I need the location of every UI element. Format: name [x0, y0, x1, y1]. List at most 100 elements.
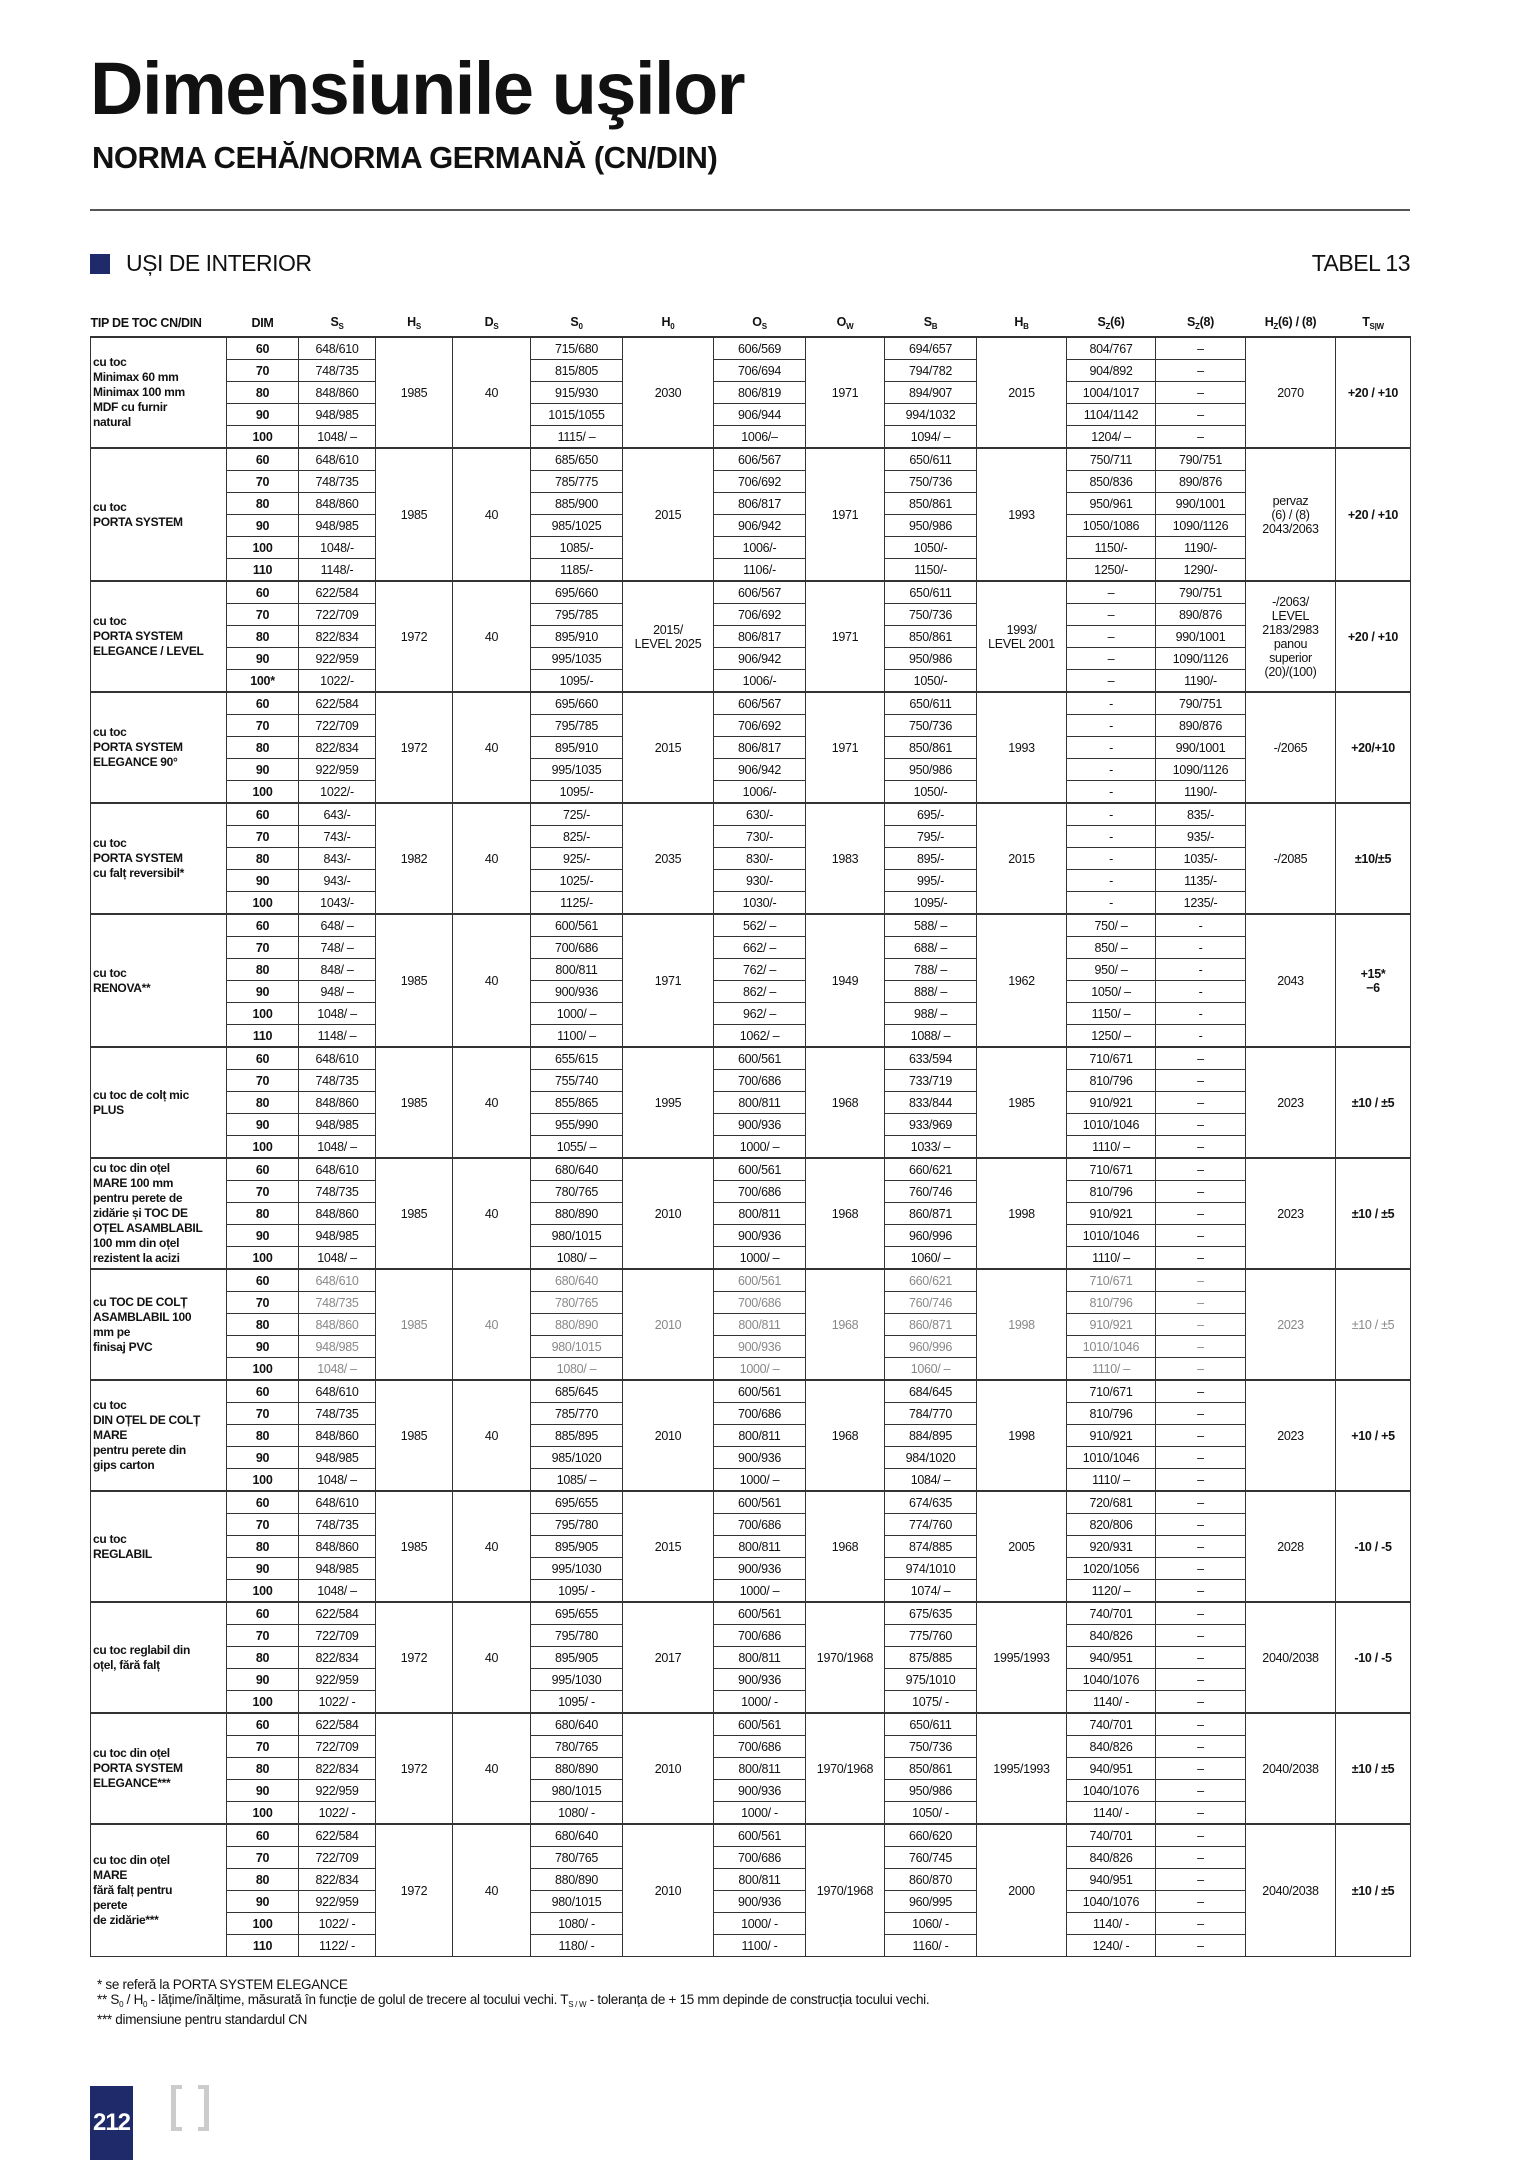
column-header-suffix: (6) — [1110, 315, 1125, 329]
table-row: cu toc Minimax 60 mm Minimax 100 mm MDF … — [90, 336, 1411, 449]
ss-cell: 643/- — [298, 802, 376, 826]
s0-cell: 995/1030 — [530, 1668, 623, 1691]
ss-cell: 922/959 — [298, 758, 376, 781]
s0-cell: 895/910 — [530, 736, 623, 759]
sz6-cell: 1110/ – — [1066, 1357, 1156, 1381]
hs-cell: 1972 — [375, 1712, 453, 1825]
column-header-label: TIP DE TOC CN/DIN — [90, 316, 202, 330]
sb-cell: 1060/ – — [884, 1246, 977, 1270]
os-cell: 606/567 — [713, 447, 806, 471]
dim-cell: 80 — [226, 492, 299, 515]
ow-cell: 1968 — [805, 1379, 885, 1492]
hb-cell: 1998 — [976, 1268, 1067, 1381]
s0-cell: 1095/ - — [530, 1579, 623, 1603]
ss-cell: 822/834 — [298, 625, 376, 648]
sz8-cell: - — [1155, 958, 1246, 981]
frame-type-cell: cu toc PORTA SYSTEM — [90, 447, 227, 582]
sb-cell: 933/969 — [884, 1113, 977, 1136]
page-number: 212 — [90, 2086, 133, 2160]
sz8-cell: 1090/1126 — [1155, 758, 1246, 781]
tsw-cell: ±10 / ±5 — [1335, 1046, 1411, 1159]
table-row: 70 743/- 825/- 730/- 795/- -935/- — [91, 825, 1411, 848]
dim-cell: 80 — [226, 958, 299, 981]
table-row: 90 948/ – 900/936 862/ – 888/ – 1050/ – - — [91, 980, 1411, 1003]
h0-cell: 2015 — [622, 691, 714, 804]
s0-cell: 695/660 — [530, 691, 623, 715]
sb-cell: 860/871 — [884, 1313, 977, 1336]
hs-cell: 1972 — [375, 691, 453, 804]
column-header-label: O — [836, 315, 847, 329]
sz6-cell: 850/836 — [1066, 470, 1156, 493]
s0-cell: 1025/- — [530, 869, 623, 892]
h0-cell: 2015 — [622, 447, 714, 582]
ss-cell: 922/959 — [298, 1890, 376, 1913]
sb-cell: 1160/ - — [884, 1934, 977, 1957]
s0-cell: 980/1015 — [530, 1224, 623, 1247]
ow-cell: 1968 — [805, 1268, 885, 1381]
ss-cell: 1148/- — [298, 558, 376, 582]
sb-cell: 750/736 — [884, 1735, 977, 1758]
sb-cell: 1075/ - — [884, 1690, 977, 1714]
s0-cell: 800/811 — [530, 958, 623, 981]
os-cell: 730/- — [713, 825, 806, 848]
os-cell: 700/686 — [713, 1180, 806, 1203]
sb-cell: 694/657 — [884, 336, 977, 360]
os-cell: 800/811 — [713, 1535, 806, 1558]
s0-cell: 685/650 — [530, 447, 623, 471]
frame-type-cell: cu toc PORTA SYSTEM ELEGANCE / LEVEL — [90, 580, 227, 693]
sz6-cell: - — [1066, 802, 1156, 826]
page-subtitle: NORMA CEHĂ/NORMA GERMANĂ (CN/DIN) — [92, 140, 718, 175]
sz8-cell: – — [1155, 381, 1246, 404]
s0-cell: 780/765 — [530, 1180, 623, 1203]
os-cell: 900/936 — [713, 1557, 806, 1580]
table-row: 100 1048/ – 1000/ – 962/ – 988/ – 1150/ – - — [91, 1002, 1411, 1025]
os-cell: 606/567 — [713, 691, 806, 715]
table-row: 90 922/959 995/1035 906/942 950/986 -1090/112… — [91, 758, 1411, 781]
dim-cell: 90 — [226, 980, 299, 1003]
sb-cell: 650/611 — [884, 691, 977, 715]
column-header: HS — [376, 310, 453, 337]
table-row: 80 822/834 880/890 800/811 850/861 940/951– — [91, 1757, 1411, 1780]
os-cell: 1006/- — [713, 669, 806, 693]
sz6-cell: 810/796 — [1066, 1069, 1156, 1092]
table-row: 70 748/735 815/805 706/694 794/782 904/892– — [91, 359, 1411, 382]
sz6-cell: 810/796 — [1066, 1402, 1156, 1425]
ss-cell: 1122/ - — [298, 1934, 376, 1957]
sz8-cell: – — [1155, 1446, 1246, 1469]
sz6-cell: 1140/ - — [1066, 1912, 1156, 1935]
os-cell: 900/936 — [713, 1335, 806, 1358]
sz6-cell: 740/701 — [1066, 1823, 1156, 1847]
sz8-cell: – — [1155, 1557, 1246, 1580]
ss-cell: 1022/- — [298, 669, 376, 693]
frame-type-cell: cu toc de colț mic PLUS — [90, 1046, 227, 1159]
s0-cell: 795/785 — [530, 714, 623, 737]
s0-cell: 695/655 — [530, 1601, 623, 1625]
s0-cell: 780/765 — [530, 1291, 623, 1314]
dim-cell: 110 — [226, 1024, 299, 1048]
footnote-sub: 0 — [143, 2000, 148, 2009]
s0-cell: 1015/1055 — [530, 403, 623, 426]
table-header-row: TIP DE TOC CN/DIN DIM SS HS DS S0 H0 OS OW SB HB SZ… — [91, 310, 1411, 337]
sz8-cell: 1190/- — [1155, 669, 1246, 693]
s0-cell: 600/561 — [530, 913, 623, 937]
sb-cell: 875/885 — [884, 1646, 977, 1669]
table-row: 110 1148/ – 1100/ – 1062/ – 1088/ – 1250/ – - — [91, 1024, 1411, 1048]
sz8-cell: 1235/- — [1155, 891, 1246, 915]
dim-cell: 60 — [226, 1046, 299, 1070]
ss-cell: 748/735 — [298, 470, 376, 493]
os-cell: 700/686 — [713, 1846, 806, 1869]
sz8-cell: – — [1155, 1135, 1246, 1159]
ds-cell: 40 — [452, 913, 531, 1048]
table-row: 90 948/985 980/1015 900/936 960/996 1010/1046… — [91, 1335, 1411, 1358]
sz8-cell: 990/1001 — [1155, 492, 1246, 515]
os-cell: 900/936 — [713, 1668, 806, 1691]
s0-cell: 1115/ – — [530, 425, 623, 449]
sz8-cell: – — [1155, 1890, 1246, 1913]
table-row: 100 1048/- 1085/- 1006/- 1050/- 1150/- 1190/- — [91, 536, 1411, 559]
dim-cell: 80 — [226, 625, 299, 648]
table-row: cu toc PORTA SYSTEM cu falț reversibil* 6… — [90, 802, 1411, 915]
ss-cell: 1022/ - — [298, 1801, 376, 1825]
divider — [90, 209, 1410, 211]
sb-cell: 850/861 — [884, 1757, 977, 1780]
footnote-1: * se referă la PORTA SYSTEM ELEGANCE — [97, 1977, 348, 1992]
